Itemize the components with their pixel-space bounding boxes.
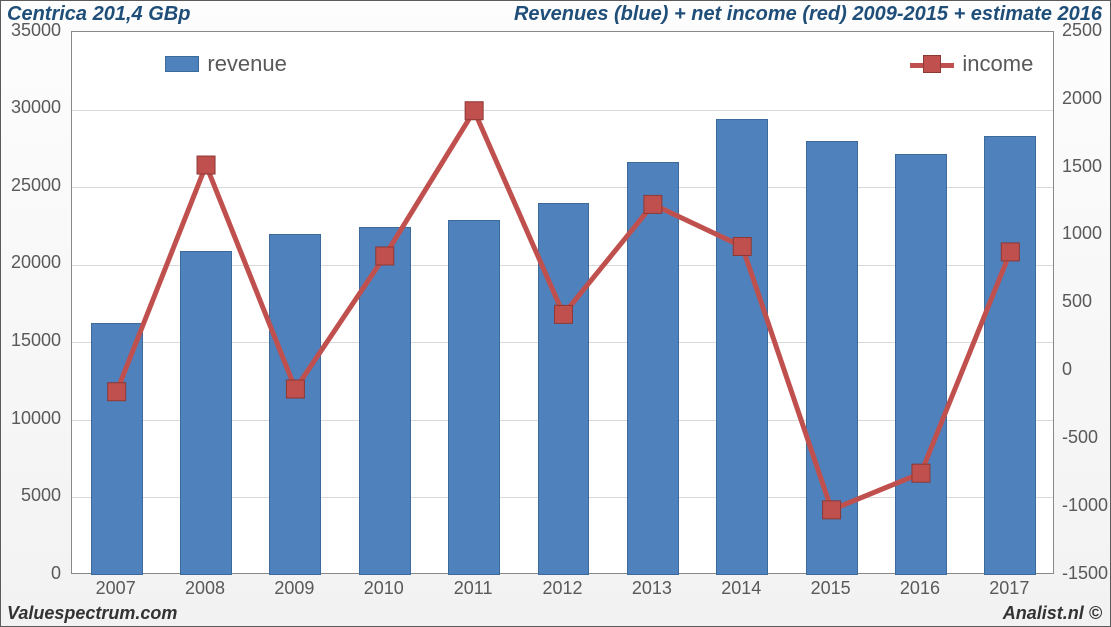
ytick-left: 15000 xyxy=(1,330,61,351)
legend-income-label: income xyxy=(962,51,1033,77)
plot-area: revenue income xyxy=(71,31,1054,574)
xtick-label: 2012 xyxy=(518,578,607,599)
xtick-label: 2017 xyxy=(965,578,1054,599)
ytick-left: 10000 xyxy=(1,408,61,429)
xtick-label: 2007 xyxy=(71,578,160,599)
title-right: Revenues (blue) + net income (red) 2009-… xyxy=(514,3,1102,26)
ytick-left: 25000 xyxy=(1,175,61,196)
income-marker xyxy=(912,464,930,482)
ytick-right: 1000 xyxy=(1062,223,1102,244)
income-marker xyxy=(644,195,662,213)
income-marker xyxy=(823,501,841,519)
income-marker xyxy=(465,102,483,120)
income-marker xyxy=(286,380,304,398)
ytick-right: 2000 xyxy=(1062,88,1102,109)
ytick-right: 500 xyxy=(1062,291,1092,312)
legend-income-swatch xyxy=(910,55,954,73)
legend-revenue-swatch xyxy=(165,56,199,72)
income-marker xyxy=(1001,243,1019,261)
xtick-label: 2009 xyxy=(250,578,339,599)
xtick-label: 2014 xyxy=(697,578,786,599)
xtick-label: 2010 xyxy=(339,578,428,599)
ytick-right: -500 xyxy=(1062,427,1098,448)
ytick-left: 30000 xyxy=(1,97,61,118)
income-marker xyxy=(197,156,215,174)
footer-right: Analist.nl © xyxy=(1003,603,1102,624)
xtick-label: 2013 xyxy=(607,578,696,599)
income-marker xyxy=(376,247,394,265)
ytick-right: -1500 xyxy=(1062,563,1108,584)
ytick-right: -1000 xyxy=(1062,495,1108,516)
ytick-left: 20000 xyxy=(1,252,61,273)
legend-revenue-label: revenue xyxy=(207,51,287,77)
xtick-label: 2011 xyxy=(428,578,517,599)
income-line-layer xyxy=(72,32,1055,575)
ytick-right: 2500 xyxy=(1062,20,1102,41)
ytick-left: 5000 xyxy=(1,485,61,506)
footer-left: Valuespectrum.com xyxy=(7,603,177,624)
chart-frame: Centrica 201,4 GBp Revenues (blue) + net… xyxy=(0,0,1111,627)
income-marker xyxy=(108,383,126,401)
xtick-label: 2008 xyxy=(160,578,249,599)
xtick-label: 2016 xyxy=(875,578,964,599)
xtick-label: 2015 xyxy=(786,578,875,599)
income-marker xyxy=(555,305,573,323)
legend-revenue: revenue xyxy=(165,51,287,77)
legend-income: income xyxy=(910,51,1033,77)
income-marker xyxy=(733,237,751,255)
ytick-left: 0 xyxy=(1,563,61,584)
ytick-right: 1500 xyxy=(1062,156,1102,177)
ytick-right: 0 xyxy=(1062,359,1072,380)
ytick-left: 35000 xyxy=(1,20,61,41)
